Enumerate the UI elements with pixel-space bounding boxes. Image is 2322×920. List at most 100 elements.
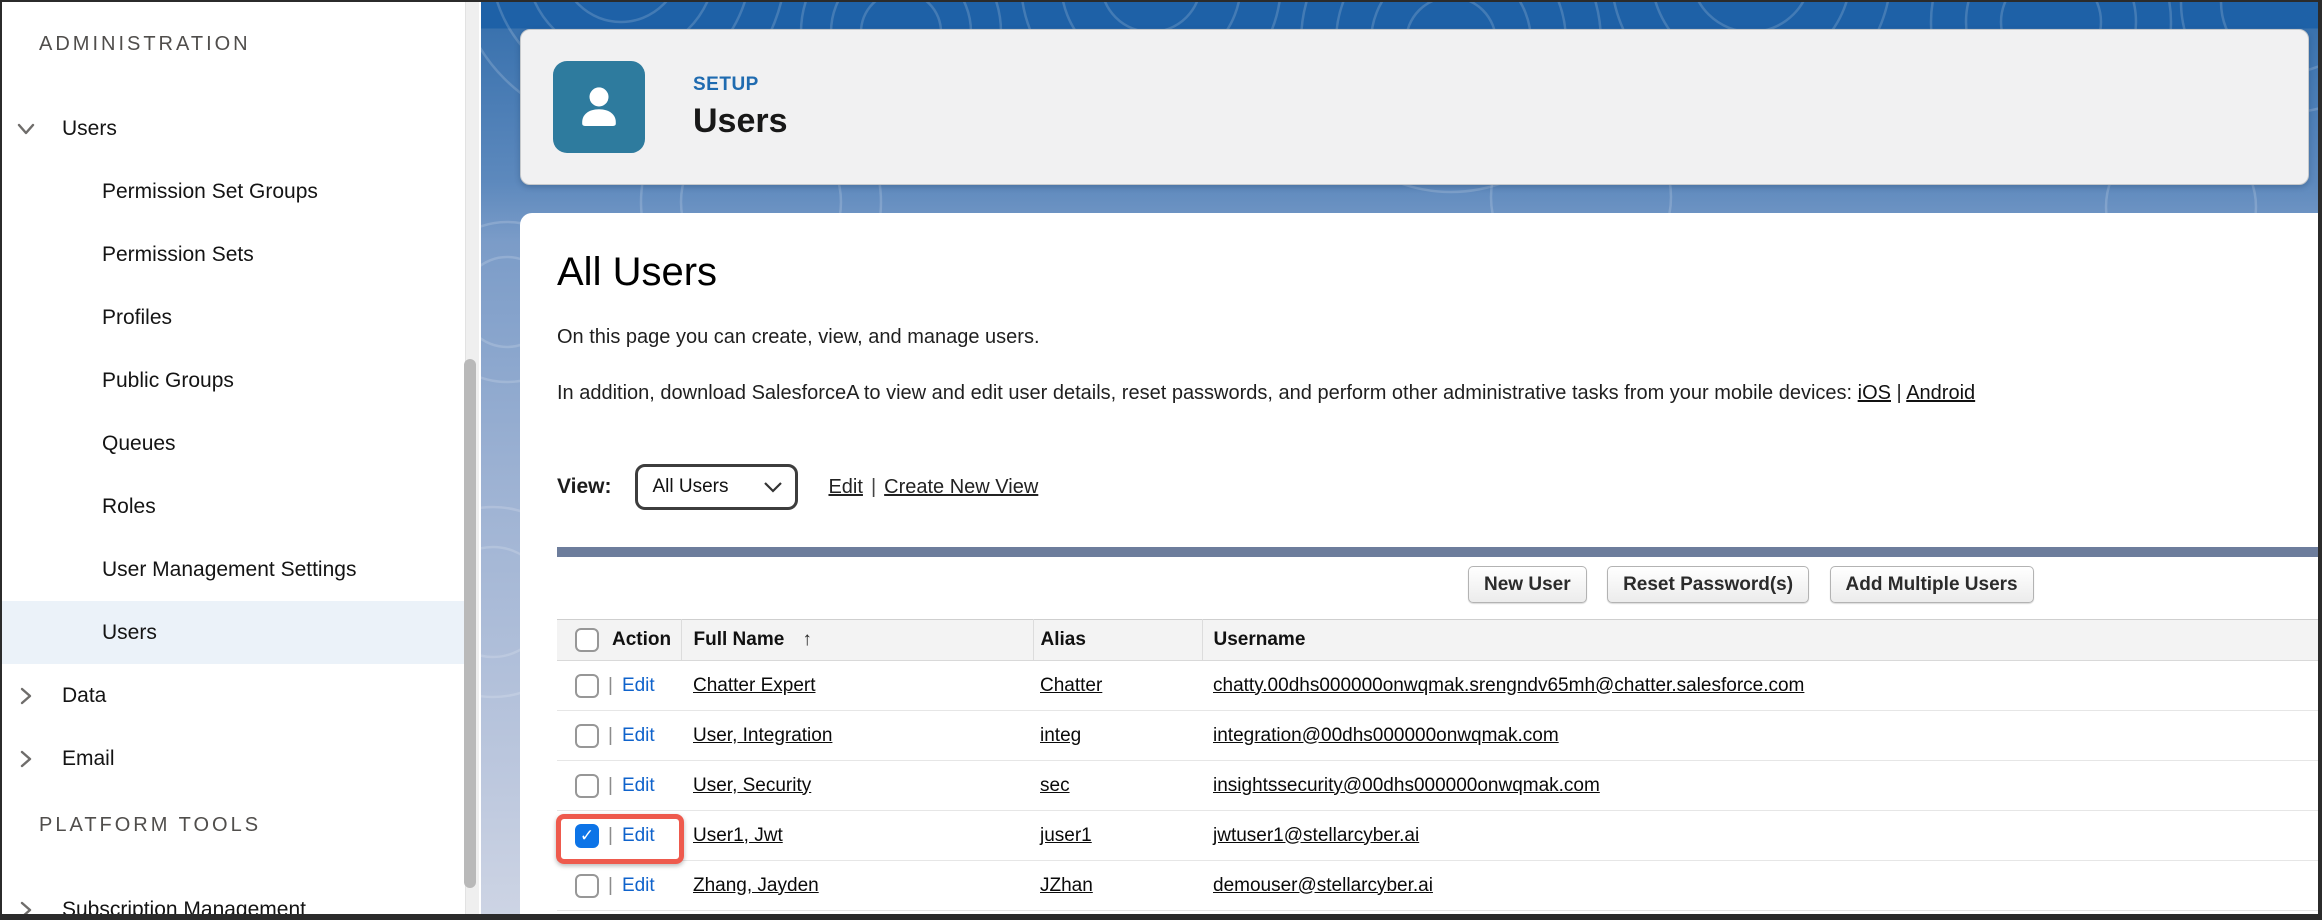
sidebar-item-permission-sets[interactable]: Permission Sets <box>2 223 465 286</box>
full-name-link[interactable]: Chatter Expert <box>693 674 816 696</box>
new-user-button[interactable]: New User <box>1468 566 1587 603</box>
sidebar-item-data[interactable]: Data <box>2 664 465 727</box>
alias-link[interactable]: integ <box>1040 724 1082 746</box>
sidebar-item-label: Queues <box>102 432 176 455</box>
sidebar-item-label: Profiles <box>102 306 173 329</box>
sidebar-item-public-groups[interactable]: Public Groups <box>2 349 465 412</box>
page-title: Users <box>693 101 788 140</box>
action-separator: | <box>608 724 613 746</box>
column-header-alias[interactable]: Alias <box>1040 629 1086 650</box>
row-checkbox[interactable] <box>575 673 599 698</box>
ios-link[interactable]: iOS <box>1857 382 1891 404</box>
view-dropdown[interactable]: All Users <box>635 464 799 510</box>
full-name-link[interactable]: User1, Jwt <box>693 824 783 846</box>
edit-link[interactable]: Edit <box>621 724 655 746</box>
row-checkbox[interactable] <box>575 873 599 898</box>
username-link[interactable]: chatty.00dhs000000onwqmak.srengndv65mh@c… <box>1213 674 1805 696</box>
alias-link[interactable]: sec <box>1040 774 1070 796</box>
view-label: View: <box>557 475 612 498</box>
action-separator: | <box>608 874 613 896</box>
alias-link[interactable]: Chatter <box>1040 674 1103 696</box>
full-name-link[interactable]: User, Security <box>693 774 812 796</box>
chevron-right-icon <box>20 687 32 704</box>
setup-sidebar: ADMINISTRATION Users Permission Set Groups… <box>2 2 481 914</box>
column-header-full-name[interactable]: Full Name ↑ <box>693 629 812 650</box>
android-link[interactable]: Android <box>1906 382 1976 404</box>
sidebar-item-label: User Management Settings <box>102 558 357 581</box>
sidebar-scrollbar-thumb[interactable] <box>464 359 476 888</box>
users-table: Action Full Name ↑ Alias Username | Edit Ch… <box>557 619 2318 911</box>
select-all-checkbox[interactable] <box>575 628 599 652</box>
users-setup-icon <box>553 61 645 153</box>
add-multiple-users-button[interactable]: Add Multiple Users <box>1829 566 2034 603</box>
links-separator: | <box>1891 382 1907 404</box>
sidebar-item-label: Roles <box>102 495 156 518</box>
view-selector-row: View: All Users Edit | Create New View <box>557 463 2318 511</box>
setup-content-area: SETUP Users All Users On this page you c… <box>481 2 2318 914</box>
username-link[interactable]: insightssecurity@00dhs000000onwqmak.com <box>1213 774 1600 796</box>
table-row: | Edit Chatter Expert Chatter chatty.00dhs00… <box>557 660 2318 711</box>
sidebar-item-label: Users <box>102 621 157 644</box>
chevron-right-icon <box>20 901 32 914</box>
sidebar-item-label: Subscription Management <box>62 898 306 914</box>
chevron-down-icon <box>17 123 35 134</box>
action-separator: | <box>608 674 613 696</box>
edit-link[interactable]: Edit <box>621 674 655 696</box>
edit-link[interactable]: Edit <box>621 824 655 846</box>
sidebar-item-permission-set-groups[interactable]: Permission Set Groups <box>2 160 465 223</box>
page-header-card: SETUP Users <box>520 29 2309 185</box>
sidebar-item-users[interactable]: Users <box>2 601 465 664</box>
row-checkbox[interactable] <box>575 723 599 748</box>
action-separator: | <box>608 824 613 846</box>
full-name-link[interactable]: User, Integration <box>693 724 833 746</box>
username-link[interactable]: jwtuser1@stellarcyber.ai <box>1213 824 1420 846</box>
table-row: | Edit Zhang, Jayden JZhan demouser@stellarc… <box>557 860 2318 911</box>
row-checkbox[interactable] <box>575 773 599 798</box>
username-link[interactable]: demouser@stellarcyber.ai <box>1213 874 1433 896</box>
view-dropdown-value: All Users <box>652 476 729 497</box>
description-line-2-text: In addition, download SalesforceA to vie… <box>557 382 1858 404</box>
reset-passwords-button[interactable]: Reset Password(s) <box>1607 566 1810 603</box>
sidebar-item-email[interactable]: Email <box>2 727 465 790</box>
edit-link[interactable]: Edit <box>621 774 655 796</box>
column-header-action: Action <box>612 629 672 650</box>
view-links-separator: | <box>870 475 877 498</box>
row-checkbox-checked[interactable]: ✓ <box>575 823 599 848</box>
sidebar-item-subscription-management[interactable]: Subscription Management <box>2 878 465 914</box>
sidebar-item-label: Permission Set Groups <box>102 180 318 203</box>
list-buttons-row: New User Reset Password(s) Add Multiple … <box>557 557 2318 619</box>
table-row: | Edit User, Security sec insightssecurity@0… <box>557 760 2318 811</box>
sidebar-section-administration: ADMINISTRATION <box>39 33 251 55</box>
list-top-bar <box>557 547 2318 557</box>
sidebar-item-users[interactable]: Users <box>2 97 465 160</box>
sidebar-section-platform-tools: PLATFORM TOOLS <box>39 814 262 836</box>
chevron-right-icon <box>20 750 32 767</box>
create-new-view-link[interactable]: Create New View <box>884 475 1039 498</box>
sidebar-item-label: Data <box>62 684 107 707</box>
description-line-1: On this page you can create, view, and m… <box>557 326 1040 348</box>
sort-ascending-icon: ↑ <box>802 629 812 650</box>
table-row: | Edit User, Integration integ integration@0… <box>557 710 2318 761</box>
sidebar-item-profiles[interactable]: Profiles <box>2 286 465 349</box>
all-users-panel: All Users On this page you can create, v… <box>520 213 2318 914</box>
sidebar-item-label: Permission Sets <box>102 243 254 266</box>
action-separator: | <box>608 774 613 796</box>
table-row: ✓ | Edit User1, Jwt juser1 jwtuser1@stellarcy… <box>557 810 2318 861</box>
sidebar-item-user-management-settings[interactable]: User Management Settings <box>2 538 465 601</box>
sidebar-item-label: Public Groups <box>102 369 234 392</box>
username-link[interactable]: integration@00dhs000000onwqmak.com <box>1213 724 1559 746</box>
edit-link[interactable]: Edit <box>621 874 655 896</box>
sidebar-item-label: Users <box>62 117 117 140</box>
user-icon <box>582 87 616 127</box>
alias-link[interactable]: JZhan <box>1040 874 1093 896</box>
sidebar-item-queues[interactable]: Queues <box>2 412 465 475</box>
full-name-link[interactable]: Zhang, Jayden <box>693 874 819 896</box>
edit-view-link[interactable]: Edit <box>828 475 863 498</box>
setup-eyebrow: SETUP <box>693 73 759 95</box>
column-header-username[interactable]: Username <box>1213 629 1306 650</box>
sidebar-item-roles[interactable]: Roles <box>2 475 465 538</box>
alias-link[interactable]: juser1 <box>1040 824 1092 846</box>
all-users-heading: All Users <box>557 250 718 294</box>
sidebar-scrollbar-track[interactable] <box>464 2 479 914</box>
